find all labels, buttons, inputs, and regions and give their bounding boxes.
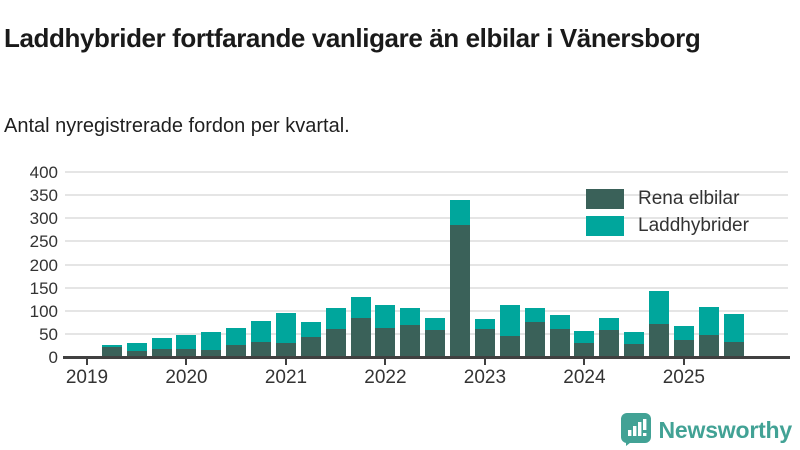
x-axis-tick-label: 2024 <box>563 367 606 388</box>
bar-segment <box>673 340 694 357</box>
bar-segment <box>251 321 272 343</box>
bar-segment <box>474 318 495 330</box>
gridline <box>65 263 788 266</box>
page-subtitle: Antal nyregistrerade fordon per kvartal. <box>4 115 350 137</box>
x-axis-tick-label: 2019 <box>65 367 109 388</box>
y-axis-tick-label: 0 <box>48 348 58 367</box>
bar-segment <box>350 318 371 357</box>
page-title: Laddhybrider fortfarande vanligare än el… <box>4 23 701 54</box>
legend-swatch-laddhybrider <box>586 216 624 236</box>
bar-segment <box>599 330 620 357</box>
bar-segment <box>275 313 296 344</box>
bar-segment <box>151 338 172 349</box>
bar-segment <box>499 305 520 336</box>
legend: Rena elbilar Laddhybrider <box>586 188 749 243</box>
bar-segment <box>300 322 321 337</box>
y-axis-tick-label: 400 <box>29 163 58 182</box>
x-axis-line <box>63 356 790 359</box>
bar-segment <box>698 335 719 357</box>
bar-segment <box>375 305 396 328</box>
x-axis-tick-label: 2021 <box>264 367 308 388</box>
bar-segment <box>649 323 669 357</box>
bar-segment <box>524 307 545 323</box>
bar-segment <box>251 342 272 357</box>
bar-segment <box>474 329 495 357</box>
x-axis-tick-label: 2025 <box>662 367 706 388</box>
gridline <box>65 171 788 173</box>
bar-segment <box>126 342 147 351</box>
bar-segment <box>499 335 520 357</box>
bar-segment <box>549 314 570 330</box>
bar-segment <box>599 318 620 331</box>
x-axis-tick <box>384 359 387 365</box>
gridline <box>65 309 788 312</box>
y-axis-tick-label: 100 <box>29 301 58 321</box>
y-axis-tick-label: 150 <box>29 278 58 298</box>
legend-swatch-elbilar <box>586 189 624 209</box>
y-axis-tick-label: 50 <box>39 324 58 344</box>
bar-segment <box>624 343 645 357</box>
bar-segment <box>350 297 371 319</box>
bar-segment <box>176 334 197 350</box>
bar-segment <box>524 322 545 357</box>
bar-segment <box>450 225 471 357</box>
bar-segment <box>151 348 172 357</box>
legend-label: Laddhybrider <box>638 215 749 236</box>
bar-segment <box>649 290 669 324</box>
legend-item-elbilar: Rena elbilar <box>586 188 749 209</box>
y-axis-tick-label: 300 <box>29 209 58 229</box>
bar-segment <box>425 329 446 357</box>
gridline <box>65 194 788 197</box>
x-axis-tick <box>682 359 685 365</box>
bar-segment <box>723 341 744 357</box>
bar-segment <box>325 307 346 330</box>
gridline <box>65 286 788 289</box>
gridline <box>65 217 788 220</box>
bar-segment <box>400 307 421 326</box>
x-axis-tick <box>86 359 88 365</box>
bar-segment <box>126 350 147 357</box>
bar-segment <box>400 325 421 357</box>
x-axis-tick-label: 2022 <box>364 367 407 388</box>
x-axis-tick <box>185 359 188 365</box>
bar-segment <box>574 342 595 357</box>
bar-segment <box>624 332 645 344</box>
bar-segment <box>101 346 122 357</box>
bar-segment <box>300 336 321 357</box>
legend-label: Rena elbilar <box>638 188 740 209</box>
bar-segment <box>201 332 222 350</box>
bar-segment <box>574 331 595 343</box>
x-axis-tick-label: 2020 <box>165 367 208 388</box>
bar-segment <box>425 318 446 330</box>
bar-segment <box>375 327 396 357</box>
bar-segment <box>275 343 296 357</box>
bar-segment <box>226 345 247 357</box>
bar-segment <box>723 314 744 342</box>
legend-item-laddhybrider: Laddhybrider <box>586 215 749 236</box>
y-axis-tick-label: 250 <box>29 232 58 252</box>
bar-segment <box>201 349 222 357</box>
bar-segment <box>101 345 122 347</box>
y-axis-tick-label: 200 <box>29 255 58 275</box>
bar-segment <box>325 329 346 357</box>
bar-segment <box>698 307 719 336</box>
bar-segment <box>226 328 247 346</box>
bar-segment <box>673 325 694 341</box>
x-axis-tick <box>483 359 486 365</box>
bar-segment <box>549 329 570 357</box>
newsworthy-logo[interactable]: Newsworthy <box>619 413 792 447</box>
x-axis-tick-label: 2023 <box>463 367 507 388</box>
bar-segment <box>176 349 197 357</box>
x-axis-tick <box>583 359 586 365</box>
bar-segment <box>450 199 471 226</box>
x-axis-tick <box>284 359 287 365</box>
gridline <box>65 240 788 243</box>
bar-chart-icon <box>620 413 651 446</box>
y-axis-tick-label: 350 <box>29 186 58 206</box>
newsworthy-brand-text: Newsworthy <box>658 416 793 443</box>
